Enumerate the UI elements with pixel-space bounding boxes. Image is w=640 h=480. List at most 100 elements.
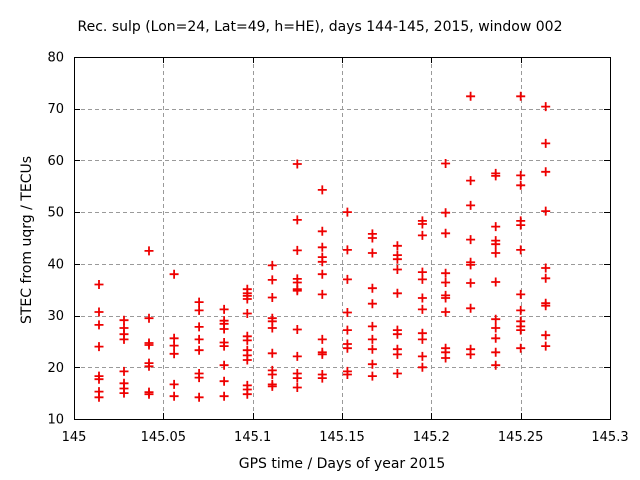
data-point	[491, 171, 501, 181]
data-point	[94, 280, 104, 289]
data-point	[169, 341, 179, 351]
data-point	[194, 322, 204, 332]
data-point	[466, 200, 476, 210]
y-tick-label: 40	[47, 257, 64, 272]
data-point	[317, 334, 327, 344]
data-point	[541, 301, 551, 311]
y-tick-label: 30	[47, 309, 64, 324]
data-point	[392, 329, 402, 339]
data-point	[516, 289, 526, 299]
data-point	[466, 91, 476, 101]
data-point	[491, 314, 501, 324]
data-point	[392, 265, 402, 274]
y-tick-label: 80	[47, 51, 64, 66]
data-point	[242, 389, 252, 399]
data-point	[144, 313, 154, 323]
data-point	[194, 297, 204, 307]
data-point	[317, 185, 327, 195]
data-point	[242, 355, 252, 365]
data-point	[119, 366, 129, 376]
data-point	[144, 246, 154, 256]
data-point	[94, 342, 104, 352]
data-point	[342, 274, 352, 284]
data-point	[292, 351, 302, 361]
data-point	[292, 383, 302, 392]
data-point	[516, 91, 526, 101]
data-point	[267, 260, 277, 270]
data-point	[466, 278, 476, 288]
data-point	[169, 269, 179, 279]
data-point	[417, 230, 427, 240]
data-point	[417, 274, 427, 284]
data-point	[541, 167, 551, 177]
data-point	[292, 325, 302, 334]
data-point	[541, 273, 551, 283]
data-point	[194, 392, 204, 402]
data-point	[491, 333, 501, 343]
data-point	[516, 245, 526, 255]
data-point	[342, 325, 352, 335]
x-tick-label: 145.15	[319, 430, 365, 445]
data-point	[392, 241, 402, 251]
data-point	[144, 340, 154, 350]
data-point	[516, 220, 526, 230]
data-point	[466, 176, 476, 186]
data-point	[342, 370, 352, 379]
data-point	[194, 305, 204, 315]
y-tick-label: 60	[47, 154, 64, 169]
data-point	[292, 215, 302, 225]
data-point	[541, 138, 551, 148]
data-point	[367, 371, 377, 381]
data-point	[267, 275, 277, 285]
data-point	[242, 309, 252, 318]
data-point	[267, 293, 277, 302]
y-tick-label: 20	[47, 361, 64, 376]
data-point	[119, 388, 129, 398]
data-point	[317, 349, 327, 359]
data-point	[392, 349, 402, 359]
data-point	[94, 307, 104, 317]
data-point	[317, 269, 327, 279]
x-tick-label: 145.3	[591, 430, 628, 445]
data-point	[466, 349, 476, 359]
y-tick-label: 70	[47, 102, 64, 117]
data-point	[292, 286, 302, 296]
x-tick-label: 145.05	[141, 430, 187, 445]
data-point	[541, 102, 551, 112]
data-point	[417, 293, 427, 303]
data-point	[119, 334, 129, 344]
data-point	[317, 257, 327, 267]
data-point	[441, 159, 451, 168]
data-point	[367, 233, 377, 243]
data-point	[367, 359, 377, 369]
data-point	[491, 222, 501, 232]
data-point	[342, 245, 352, 255]
data-point	[441, 307, 451, 317]
data-point	[367, 344, 377, 354]
data-point	[219, 360, 229, 370]
x-tick-label: 145.25	[498, 430, 544, 445]
data-point	[342, 308, 352, 317]
data-point	[516, 325, 526, 335]
data-point	[317, 373, 327, 383]
data-point	[342, 207, 352, 217]
data-point	[367, 321, 377, 331]
data-point	[441, 208, 451, 218]
data-point	[392, 288, 402, 298]
data-point	[491, 248, 501, 258]
y-tick-label: 10	[47, 413, 64, 428]
data-point	[392, 254, 402, 264]
data-point	[516, 170, 526, 180]
data-point	[441, 278, 451, 287]
data-point	[342, 343, 352, 353]
data-point	[491, 360, 501, 370]
data-point	[292, 373, 302, 383]
data-point	[466, 260, 476, 270]
data-point	[144, 361, 154, 371]
data-point	[194, 345, 204, 355]
data-point	[267, 370, 277, 379]
data-point	[491, 277, 501, 287]
data-point	[317, 226, 327, 236]
data-point	[367, 283, 377, 293]
data-point	[541, 330, 551, 340]
